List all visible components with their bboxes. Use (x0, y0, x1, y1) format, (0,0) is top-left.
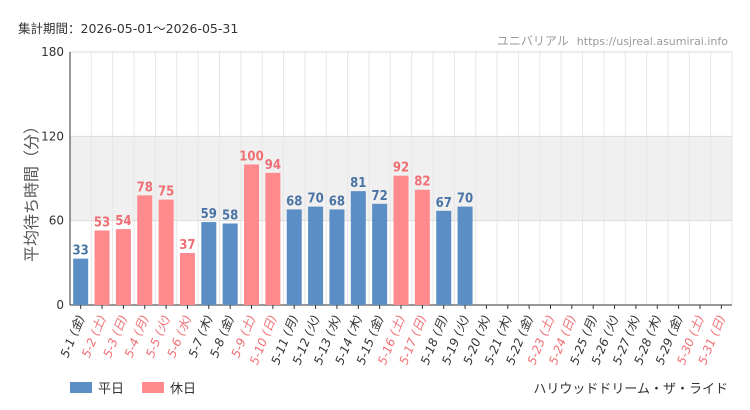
bar-value-label: 54 (115, 214, 131, 229)
bar-weekday (73, 258, 89, 305)
bar-holiday (94, 230, 110, 305)
bar-holiday (137, 195, 153, 305)
bar-weekday (286, 209, 302, 305)
bar-value-label: 81 (350, 176, 366, 191)
legend: 平日 休日 (70, 378, 214, 397)
legend-label-holiday: 休日 (170, 382, 197, 397)
bar-value-label: 75 (158, 185, 174, 200)
legend-item-weekday: 平日 (70, 378, 124, 397)
bar-weekday (457, 206, 473, 305)
bar-weekday (350, 191, 366, 305)
bar-weekday (436, 210, 452, 305)
y-tick-label: 180 (41, 45, 64, 59)
bar-value-label: 82 (414, 175, 430, 190)
y-tick-label: 60 (49, 214, 64, 228)
bar-weekday (222, 223, 238, 305)
bar-value-label: 53 (94, 216, 110, 231)
y-tick-label: 120 (41, 129, 64, 143)
bar-value-label: 72 (372, 189, 388, 204)
site-url: https://usjreal.asumirai.info (576, 35, 728, 48)
bar-value-label: 67 (436, 196, 452, 211)
bar-weekday (308, 206, 324, 305)
legend-item-holiday: 休日 (142, 378, 196, 397)
bar-holiday (244, 164, 260, 305)
period-label: 集計期間：2026-05-01～2026-05-31 (18, 21, 239, 36)
bar-value-label: 37 (179, 238, 195, 253)
bar-value-label: 68 (329, 194, 345, 209)
site-name: ユニバリアル (496, 34, 569, 48)
bar-weekday (329, 209, 345, 305)
bar-value-label: 70 (307, 192, 323, 207)
bar-holiday (393, 175, 409, 305)
y-tick-label: 0 (56, 298, 64, 312)
bar-holiday (414, 189, 430, 305)
bar-holiday (115, 229, 131, 305)
bar-weekday (201, 222, 217, 305)
legend-label-weekday: 平日 (98, 382, 125, 397)
site-credit: ユニバリアル https://usjreal.asumirai.info (497, 32, 728, 49)
legend-swatch-weekday (70, 382, 92, 393)
bar-holiday (179, 252, 195, 305)
bar-holiday (265, 172, 281, 305)
bar-value-label: 70 (457, 192, 473, 207)
bar-value-label: 92 (393, 161, 409, 176)
legend-swatch-holiday (142, 382, 165, 393)
bar-value-label: 58 (222, 208, 238, 223)
bar-value-label: 100 (239, 149, 263, 164)
bar-value-label: 78 (137, 180, 153, 195)
bar-holiday (158, 199, 174, 305)
ride-name: ハリウッドドリーム・ザ・ライド (533, 382, 728, 397)
bar-value-label: 68 (286, 194, 302, 209)
bar-value-label: 59 (201, 207, 217, 222)
bar-weekday (372, 203, 388, 305)
bar-value-label: 94 (265, 158, 281, 173)
bar-value-label: 33 (73, 244, 89, 259)
